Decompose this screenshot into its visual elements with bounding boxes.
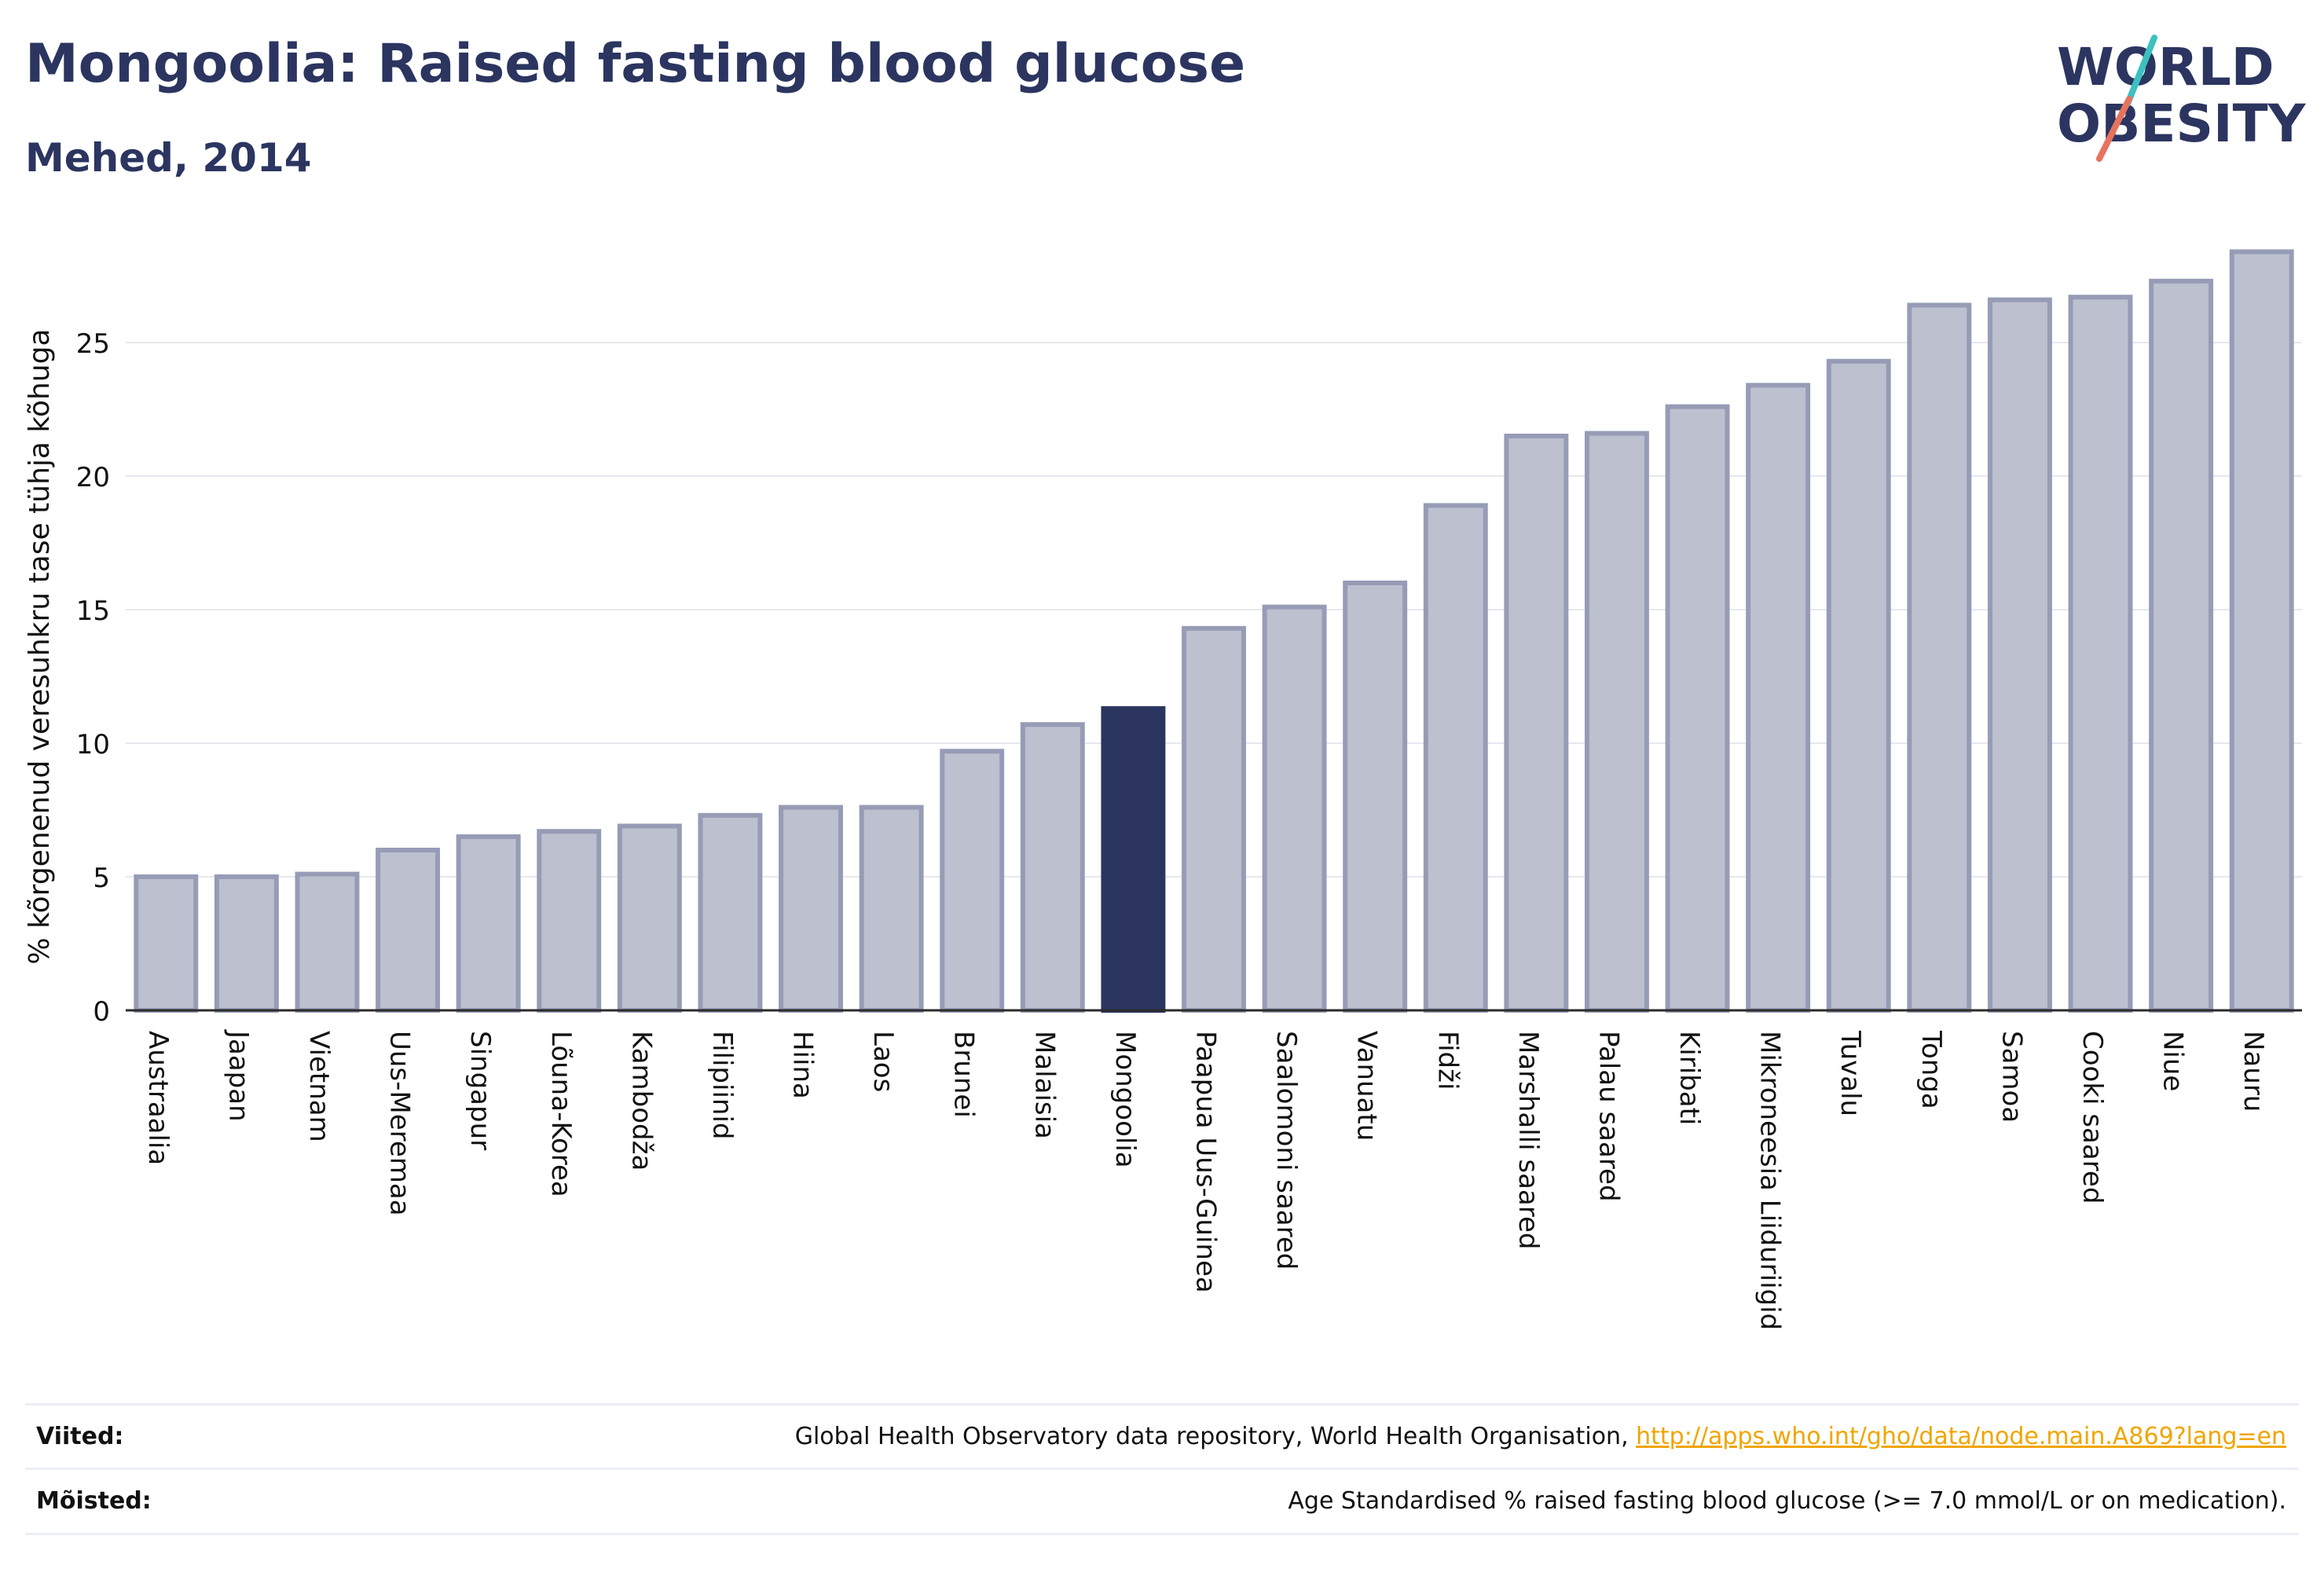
x-tick-label: Filipiinid [706, 1031, 738, 1139]
y-tick-label: 15 [76, 596, 110, 627]
bar-brunei[interactable] [940, 749, 1005, 1013]
bar-cooki-saared[interactable] [2068, 295, 2133, 1013]
x-tick-label: Hiina [787, 1031, 819, 1099]
bar-uus-meremaa[interactable] [376, 848, 441, 1013]
x-tick-label: Vietnam [303, 1031, 335, 1142]
x-tick-label: Malaisia [1028, 1031, 1060, 1139]
x-tick-label: Tuvalu [1835, 1030, 1866, 1116]
bar-tonga[interactable] [1907, 302, 1972, 1013]
y-tick-label: 10 [76, 729, 110, 761]
y-axis-label: % kõrgenenud veresuhkru tase tühja kõhug… [24, 328, 56, 964]
bar-paapua-uus-guinea[interactable] [1182, 625, 1246, 1013]
sources-text: Global Health Observatory data repositor… [795, 1423, 2286, 1450]
x-tick-label: Mongoolia [1109, 1031, 1141, 1168]
bar-mongoolia[interactable] [1101, 706, 1166, 1013]
x-tick-label: Kiribati [1673, 1031, 1705, 1125]
logo-slash-teal [2124, 35, 2157, 107]
bar-hiina[interactable] [779, 804, 843, 1013]
bar-singapur[interactable] [456, 834, 521, 1013]
x-tick-label: Uus-Meremaa [384, 1031, 416, 1216]
x-tick-label: Palau saared [1593, 1031, 1624, 1202]
x-tick-label: Lõuna-Korea [545, 1031, 577, 1197]
bar-tuvalu[interactable] [1826, 358, 1891, 1013]
bar-palau-saared[interactable] [1585, 431, 1649, 1013]
x-tick-label: Nauru [2238, 1031, 2269, 1112]
sources-row: Viited: Global Health Observatory data r… [25, 1403, 2299, 1468]
bar-marshalli-saared[interactable] [1504, 434, 1569, 1013]
bar-mikroneesia-liiduriigid[interactable] [1746, 383, 1811, 1013]
x-tick-label: Tonga [1915, 1030, 1947, 1109]
y-tick-labels: 0 5 10 15 20 25 [76, 328, 110, 1028]
x-tick-label: Mikroneesia Liiduriigid [1754, 1031, 1786, 1330]
x-tick-label: Samoa [1996, 1031, 2027, 1123]
x-tick-label: Austraalia [142, 1031, 174, 1165]
y-tick-label: 25 [76, 328, 110, 360]
bar-niue[interactable] [2149, 278, 2214, 1013]
bar-vanuatu[interactable] [1343, 581, 1408, 1013]
definitions-text: Age Standardised % raised fasting blood … [1288, 1487, 2286, 1515]
bar-nauru[interactable] [2229, 249, 2294, 1013]
x-tick-label: Niue [2157, 1031, 2189, 1091]
logo-slash-coral [2096, 96, 2132, 162]
x-tick-label: Kambodža [625, 1031, 657, 1171]
x-tick-label: Vanuatu [1351, 1031, 1383, 1141]
y-tick-label: 5 [93, 863, 110, 894]
x-tick-label: Marshalli saared [1512, 1031, 1544, 1250]
chart-subtitle: Mehed, 2014 [25, 135, 312, 181]
y-tick-label: 0 [93, 996, 110, 1028]
world-obesity-logo: WORLD OBESITY [2057, 35, 2307, 162]
chart-title: Mongoolia: Raised fasting blood glucose [25, 33, 1246, 95]
x-tick-label: Singapur [464, 1031, 496, 1150]
bar-jaapan[interactable] [214, 874, 279, 1013]
bar-fid-i[interactable] [1423, 503, 1488, 1013]
bar-malaisia[interactable] [1020, 722, 1085, 1013]
sources-label: Viited: [36, 1423, 124, 1450]
x-tick-label: Laos [867, 1031, 899, 1092]
bar-kiribati[interactable] [1665, 404, 1730, 1013]
bar-vietnam[interactable] [295, 871, 360, 1013]
x-tick-labels: Austraalia Jaapan Vietnam Uus-Meremaa Singap… [142, 1029, 2269, 1330]
x-tick-label: Paapua Uus-Guinea [1190, 1031, 1222, 1293]
bar-l-una-korea[interactable] [537, 829, 602, 1013]
bar-chart: 0 5 10 15 20 25 Austraalia Jaapan Vietnam Uus-Me… [24, 249, 2302, 1330]
definitions-label: Mõisted: [36, 1487, 152, 1515]
definitions-row: Mõisted: Age Standardised % raised fasti… [25, 1468, 2299, 1535]
bars [134, 249, 2294, 1013]
y-tick-label: 20 [76, 462, 110, 493]
bar-laos[interactable] [859, 804, 924, 1013]
bar-samoa[interactable] [1987, 297, 2052, 1013]
logo-line-1: WORLD [2057, 37, 2275, 97]
sources-link[interactable]: http://apps.who.int/gho/data/node.main.A… [1636, 1423, 2286, 1450]
bar-filipiinid[interactable] [698, 812, 763, 1013]
x-tick-label: Brunei [948, 1031, 980, 1118]
logo-line-2: OBESITY [2057, 93, 2307, 154]
bar-austraalia[interactable] [134, 874, 199, 1013]
x-tick-label: Fidži [1431, 1031, 1463, 1090]
x-tick-label: Cooki saared [2077, 1031, 2108, 1204]
x-tick-label: Jaapan [222, 1029, 254, 1122]
bar-kambod-a[interactable] [617, 823, 682, 1013]
sources-description: Global Health Observatory data repositor… [794, 1423, 1637, 1450]
bar-saalomoni-saared[interactable] [1262, 604, 1327, 1013]
x-tick-label: Saalomoni saared [1270, 1031, 1302, 1270]
